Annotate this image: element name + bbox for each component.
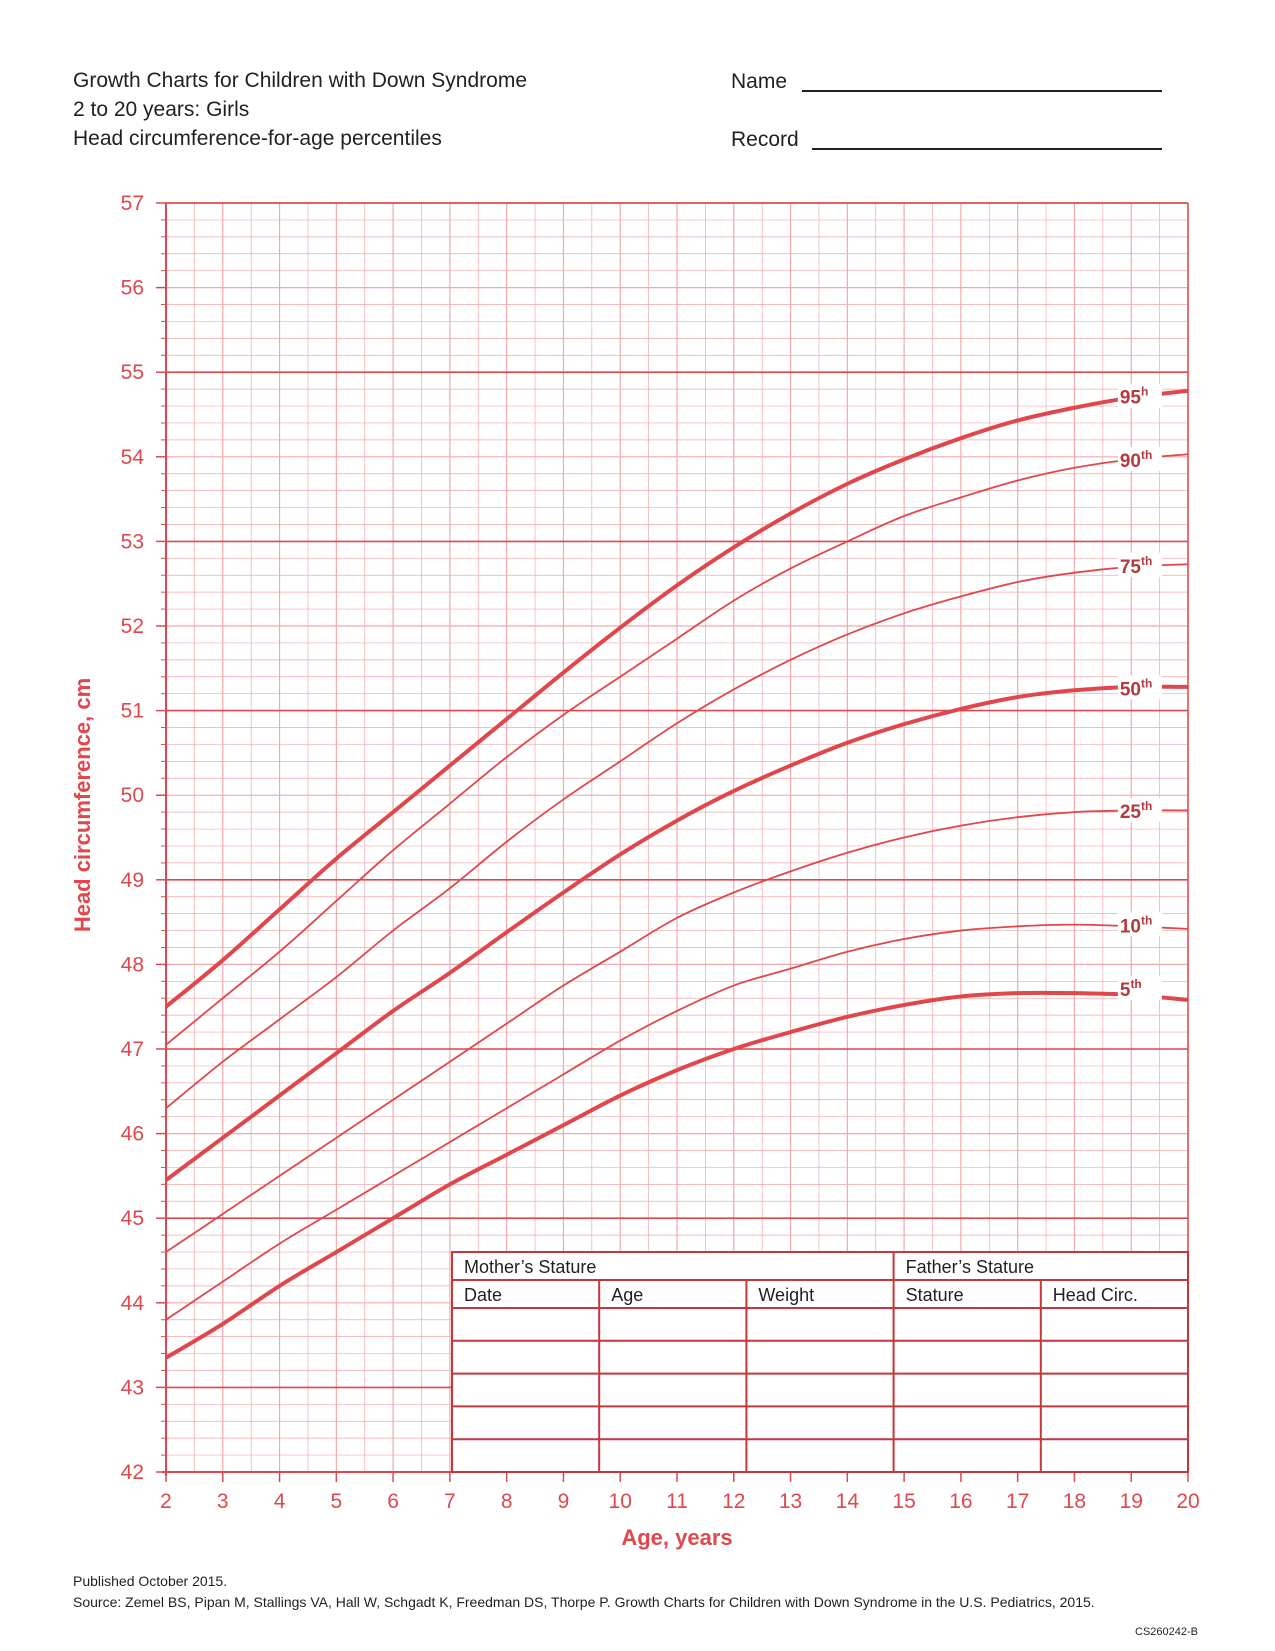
percentile-label-bg <box>1117 447 1162 472</box>
percentile-label-bg <box>1117 798 1162 823</box>
x-axis-label: Age, years <box>621 1525 732 1550</box>
y-tick-label: 43 <box>121 1376 144 1399</box>
y-tick-label: 55 <box>121 361 144 384</box>
x-tick-label: 20 <box>1176 1490 1199 1513</box>
record-field[interactable] <box>812 148 1162 150</box>
y-tick-label: 46 <box>121 1123 144 1146</box>
percentile-line-10 <box>165 923 1189 1321</box>
percentile-line-50 <box>164 684 1189 1182</box>
percentile-label-10: 10th <box>1120 913 1152 937</box>
name-label: Name <box>731 70 788 93</box>
father-stature-header: Father’s Stature <box>906 1257 1034 1277</box>
x-tick-label: 14 <box>836 1490 860 1513</box>
y-tick-label: 48 <box>121 953 144 976</box>
x-tick-label: 10 <box>609 1490 632 1513</box>
percentile-line-25 <box>165 809 1189 1253</box>
x-tick-label: 6 <box>387 1490 399 1513</box>
y-tick-label: 49 <box>121 869 144 892</box>
document-code: CS260242-B <box>1135 1626 1198 1638</box>
percentile-label-90: 90th <box>1120 448 1152 472</box>
table-column-header: Age <box>611 1285 643 1305</box>
x-tick-label: 18 <box>1063 1490 1086 1513</box>
x-tick-label: 19 <box>1120 1490 1143 1513</box>
y-tick-label: 42 <box>121 1461 144 1484</box>
x-tick-label: 17 <box>1006 1490 1029 1513</box>
percentile-label-bg <box>1117 675 1162 700</box>
percentile-label-75: 75th <box>1120 554 1152 578</box>
percentile-label-25: 25th <box>1120 799 1152 823</box>
percentile-label-95: 95h <box>1120 385 1148 409</box>
x-tick-label: 12 <box>722 1490 745 1513</box>
source-note: Source: Zemel BS, Pipan M, Stallings VA,… <box>73 1594 1095 1610</box>
percentile-label-bg <box>1117 552 1162 577</box>
published-note: Published October 2015. <box>73 1573 228 1589</box>
table-column-header: Date <box>464 1285 502 1305</box>
x-tick-label: 2 <box>160 1490 172 1513</box>
y-axis-label: Head circumference, cm <box>70 678 95 932</box>
y-tick-label: 57 <box>121 192 144 215</box>
chart-title: Growth Charts for Children with Down Syn… <box>73 69 528 92</box>
x-tick-label: 8 <box>501 1490 513 1513</box>
y-tick-label: 45 <box>121 1207 144 1230</box>
x-tick-label: 11 <box>666 1490 688 1513</box>
y-tick-label: 51 <box>121 700 144 723</box>
x-tick-label: 3 <box>217 1490 229 1513</box>
percentile-label-bg <box>1117 912 1162 937</box>
x-tick-label: 9 <box>558 1490 570 1513</box>
y-tick-label: 52 <box>121 615 144 638</box>
x-tick-label: 4 <box>274 1490 286 1513</box>
name-field[interactable] <box>802 90 1162 92</box>
percentile-line-95 <box>164 388 1189 1009</box>
y-tick-label: 56 <box>121 277 144 300</box>
record-label: Record <box>731 128 799 151</box>
table-column-header: Stature <box>906 1285 964 1305</box>
percentile-line-75 <box>165 563 1189 1109</box>
table-column-header: Weight <box>758 1285 814 1305</box>
percentile-line-5 <box>164 990 1189 1360</box>
x-tick-label: 13 <box>779 1490 802 1513</box>
percentile-line-90 <box>165 453 1189 1046</box>
percentile-label-bg <box>1117 975 1162 1000</box>
x-tick-label: 16 <box>949 1490 972 1513</box>
x-tick-label: 15 <box>892 1490 915 1513</box>
percentile-label-5: 5th <box>1120 977 1142 1001</box>
y-tick-label: 53 <box>121 530 144 553</box>
y-tick-label: 47 <box>121 1038 144 1061</box>
y-tick-label: 54 <box>121 446 145 469</box>
table-column-header: Head Circ. <box>1053 1285 1138 1305</box>
y-tick-label: 44 <box>121 1292 145 1315</box>
data-table <box>451 1251 1189 1473</box>
percentile-label-50: 50th <box>1120 676 1152 700</box>
mother-stature-header: Mother’s Stature <box>464 1257 596 1277</box>
percentile-label-bg <box>1117 383 1162 408</box>
y-tick-label: 50 <box>121 784 144 807</box>
chart-measure: Head circumference-for-age percentiles <box>73 127 442 150</box>
chart-subtitle: 2 to 20 years: Girls <box>73 98 250 121</box>
x-tick-label: 7 <box>444 1490 456 1513</box>
x-tick-label: 5 <box>330 1490 342 1513</box>
